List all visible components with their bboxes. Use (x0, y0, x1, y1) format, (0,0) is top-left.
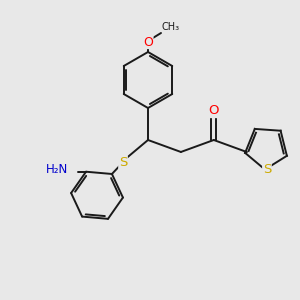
Text: O: O (143, 35, 153, 49)
Text: O: O (208, 104, 219, 118)
Text: CH₃: CH₃ (162, 22, 180, 32)
Text: H₂N: H₂N (46, 163, 68, 176)
Text: S: S (263, 163, 271, 176)
Text: S: S (119, 156, 127, 169)
